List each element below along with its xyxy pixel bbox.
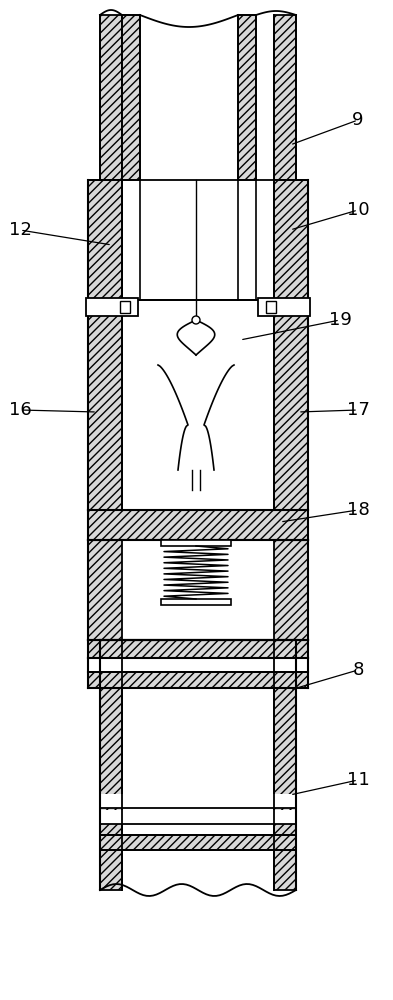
Bar	[120, 301, 130, 313]
Circle shape	[192, 316, 200, 324]
Text: 16: 16	[9, 401, 31, 419]
Bar	[88, 640, 308, 658]
Bar	[122, 540, 274, 640]
Bar	[274, 15, 296, 180]
Text: 17: 17	[347, 401, 369, 419]
Bar	[88, 510, 308, 540]
Bar	[100, 640, 122, 890]
Bar	[88, 672, 308, 688]
Bar	[88, 540, 308, 640]
Text: 10: 10	[347, 201, 369, 219]
Text: 19: 19	[329, 311, 351, 329]
Bar	[122, 15, 140, 180]
Bar	[258, 298, 310, 316]
Text: 18: 18	[347, 501, 369, 519]
Text: 8: 8	[352, 661, 364, 679]
Bar	[140, 15, 256, 180]
Bar	[274, 640, 296, 890]
Bar	[161, 599, 231, 605]
Bar	[238, 15, 256, 180]
Bar	[100, 835, 296, 850]
Text: 9: 9	[352, 111, 364, 129]
Bar	[122, 640, 274, 890]
Bar	[161, 540, 231, 546]
Bar	[122, 180, 274, 300]
Bar	[100, 794, 296, 808]
Bar	[274, 180, 308, 300]
Bar	[88, 300, 122, 510]
Text: 11: 11	[347, 771, 369, 789]
Bar	[100, 810, 296, 824]
Bar	[122, 300, 274, 510]
Bar	[274, 300, 308, 510]
Text: 12: 12	[9, 221, 31, 239]
Bar	[266, 301, 276, 313]
Bar	[100, 15, 122, 180]
Bar	[88, 180, 122, 300]
Bar	[88, 658, 308, 672]
Bar	[86, 298, 138, 316]
